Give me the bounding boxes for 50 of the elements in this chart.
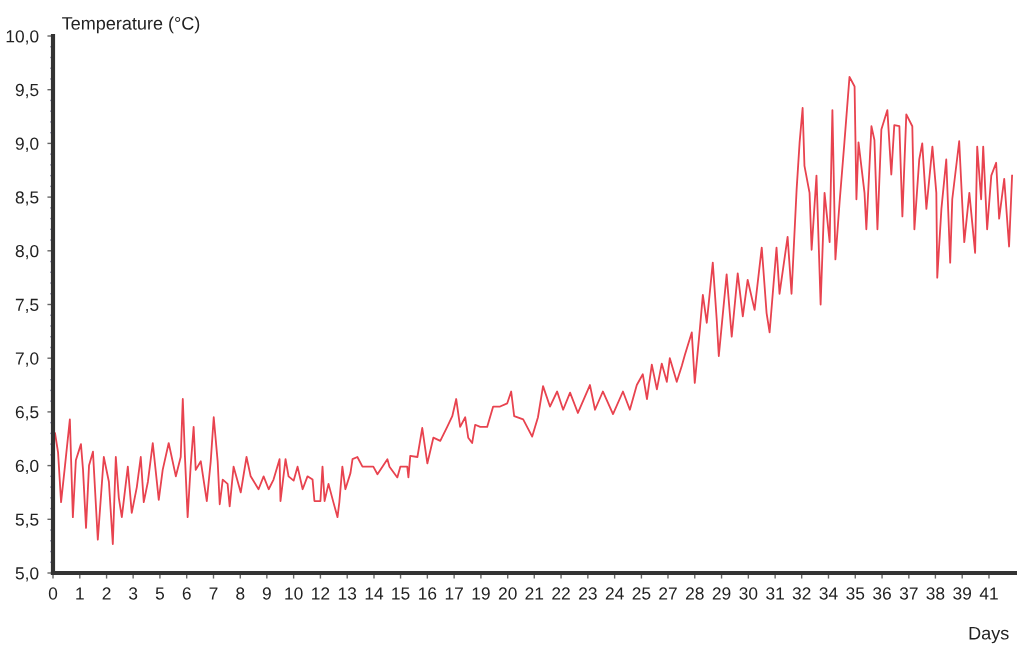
y-axis-title: Temperature (°C) — [62, 16, 200, 34]
x-tick-label: 10 — [285, 587, 303, 600]
y-tick-label: 9,0 — [15, 137, 39, 152]
x-tick-label: 12 — [312, 587, 330, 600]
x-tick-label: 0 — [48, 587, 58, 600]
x-tick-label: 41 — [979, 587, 998, 600]
x-tick-label: 38 — [926, 587, 945, 600]
x-tick-label: 5 — [155, 587, 165, 600]
y-tick-label: 5,5 — [15, 513, 39, 528]
x-tick-label: 30 — [739, 587, 758, 600]
x-tick-label: 35 — [846, 587, 865, 600]
y-tick-label: 10,0 — [6, 30, 39, 45]
x-tick-label: 19 — [472, 587, 490, 600]
y-tick-label: 5,0 — [15, 567, 39, 582]
x-tick-label: 23 — [579, 587, 597, 600]
x-tick-label: 6 — [182, 587, 191, 600]
x-tick-label: 8 — [236, 587, 245, 600]
x-tick-label: 22 — [552, 587, 570, 600]
x-axis-title: Days — [969, 627, 1009, 644]
y-tick-label: 8,0 — [15, 244, 39, 260]
y-tick-label: 8,5 — [15, 191, 39, 206]
x-tick-label: 20 — [498, 587, 517, 600]
x-tick-label: 14 — [365, 587, 384, 600]
x-tick-label: 15 — [392, 587, 410, 600]
x-tick-label: 9 — [262, 587, 271, 600]
x-tick-label: 1 — [76, 587, 84, 600]
x-tick-label: 34 — [819, 587, 838, 600]
x-tick-label: 29 — [712, 587, 731, 600]
x-tick-label: 24 — [605, 587, 624, 600]
x-tick-label: 27 — [659, 587, 677, 600]
x-tick-label: 21 — [525, 587, 544, 600]
x-tick-label: 7 — [209, 587, 218, 600]
y-tick-label: 9,5 — [15, 83, 39, 99]
x-tick-label: 39 — [953, 587, 972, 600]
x-tick-label: 3 — [128, 587, 138, 600]
x-tick-label: 16 — [419, 587, 437, 600]
x-tick-label: 32 — [792, 587, 811, 600]
line-series — [54, 75, 1013, 545]
y-tick-label: 7,5 — [15, 298, 39, 314]
x-tick-label: 2 — [102, 587, 111, 600]
x-tick-label: 25 — [632, 587, 651, 600]
x-tick-label: 28 — [685, 587, 704, 600]
x-tick-label: 13 — [338, 587, 357, 600]
x-tick-label: 36 — [873, 587, 891, 600]
y-tick-label: 6,0 — [15, 459, 39, 475]
x-tick-label: 37 — [899, 587, 918, 600]
x-tick-label: 17 — [445, 587, 463, 600]
x-tick-label: 31 — [766, 587, 784, 600]
y-tick-label: 6,5 — [15, 406, 39, 421]
y-tick-label: 7,0 — [15, 352, 39, 367]
